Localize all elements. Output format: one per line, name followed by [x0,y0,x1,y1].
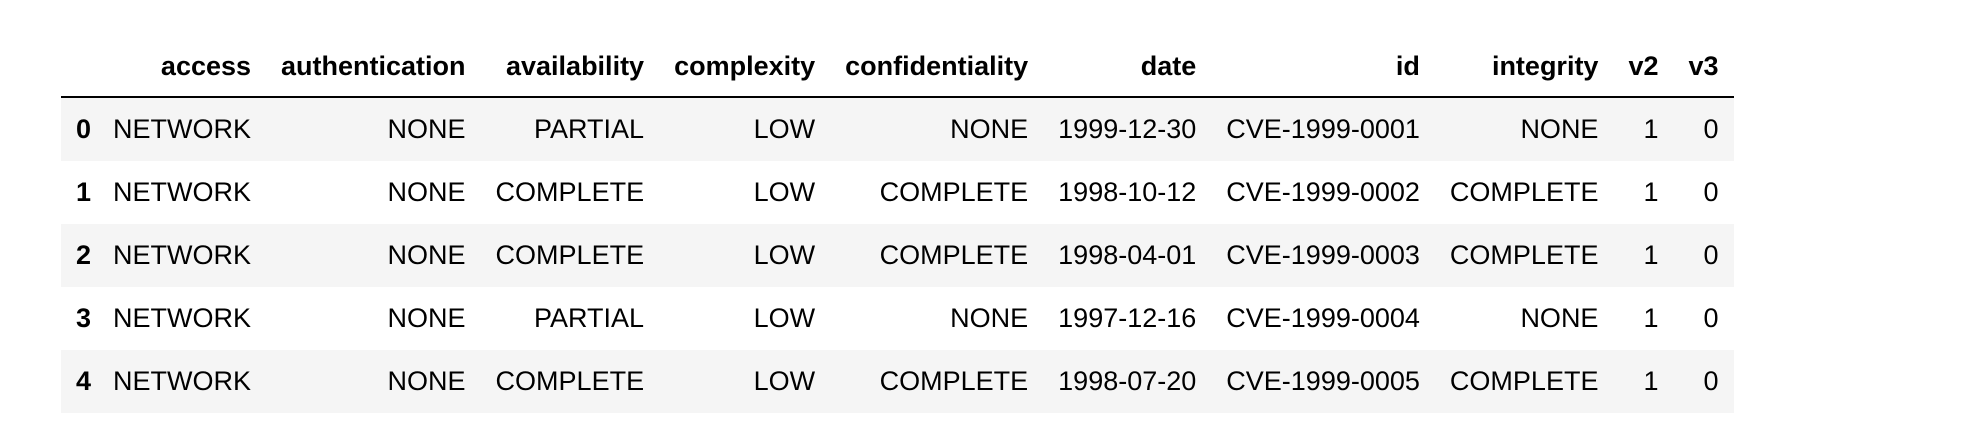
cell-access: NETWORK [113,366,252,396]
cell-v3: 0 [1703,240,1719,270]
header-date: date [1043,36,1212,98]
cell-v2: 1 [1643,366,1659,396]
cell-id: CVE-1999-0004 [1226,303,1420,333]
header-id: id [1211,36,1435,98]
cell-integrity: COMPLETE [1449,366,1599,396]
cell-confidentiality: COMPLETE [879,366,1029,396]
cell-v3: 0 [1703,177,1719,207]
table-row: 1 NETWORK NONE COMPLETE LOW COMPLETE 199… [61,161,1734,224]
table-row: 0 NETWORK NONE PARTIAL LOW NONE 1999-12-… [61,97,1734,161]
cell-date: 1999-12-30 [1058,114,1197,144]
cell-complexity: LOW [753,114,816,144]
cell-id: CVE-1999-0002 [1226,177,1420,207]
cell-authentication: NONE [387,240,466,270]
dataframe-table: access authentication availability compl… [61,36,1734,413]
cell-integrity: COMPLETE [1449,177,1599,207]
row-index: 1 [76,177,92,207]
table-row: 3 NETWORK NONE PARTIAL LOW NONE 1997-12-… [61,287,1734,350]
cell-id: CVE-1999-0005 [1226,366,1420,396]
row-index: 3 [76,303,92,333]
header-v2: v2 [1613,36,1674,98]
cell-id: CVE-1999-0003 [1226,240,1420,270]
header-complexity: complexity [659,36,831,98]
header-integrity: integrity [1434,36,1614,98]
cell-v3: 0 [1703,114,1719,144]
cell-availability: COMPLETE [495,240,645,270]
cell-access: NETWORK [113,177,252,207]
cell-availability: COMPLETE [495,366,645,396]
cell-authentication: NONE [387,114,466,144]
cell-v3: 0 [1703,303,1719,333]
cell-availability: COMPLETE [495,177,645,207]
header-v3: v3 [1673,36,1734,98]
cell-complexity: LOW [753,177,816,207]
row-index: 0 [76,114,92,144]
cell-authentication: NONE [387,177,466,207]
cell-complexity: LOW [753,366,816,396]
cell-v2: 1 [1643,303,1659,333]
cell-integrity: NONE [1520,303,1599,333]
cell-confidentiality: NONE [950,114,1029,144]
cell-authentication: NONE [387,303,466,333]
cell-access: NETWORK [113,240,252,270]
cell-date: 1997-12-16 [1058,303,1197,333]
cell-date: 1998-04-01 [1058,240,1197,270]
cell-v2: 1 [1643,240,1659,270]
cell-integrity: NONE [1520,114,1599,144]
cell-access: NETWORK [113,114,252,144]
cell-v3: 0 [1703,366,1719,396]
cell-complexity: LOW [753,303,816,333]
table-row: 4 NETWORK NONE COMPLETE LOW COMPLETE 199… [61,350,1734,413]
table-header: access authentication availability compl… [61,36,1734,98]
cell-access: NETWORK [113,303,252,333]
cell-confidentiality: COMPLETE [879,240,1029,270]
header-authentication: authentication [266,36,481,98]
header-access: access [99,36,267,98]
cell-id: CVE-1999-0001 [1226,114,1420,144]
cell-availability: PARTIAL [534,303,645,333]
cell-date: 1998-10-12 [1058,177,1197,207]
table-row: 2 NETWORK NONE COMPLETE LOW COMPLETE 199… [61,224,1734,287]
cell-authentication: NONE [387,366,466,396]
cell-confidentiality: COMPLETE [879,177,1029,207]
header-row: access authentication availability compl… [61,36,1734,98]
table-body: 0 NETWORK NONE PARTIAL LOW NONE 1999-12-… [61,97,1734,413]
cell-integrity: COMPLETE [1449,240,1599,270]
cell-v2: 1 [1643,114,1659,144]
cell-v2: 1 [1643,177,1659,207]
cell-availability: PARTIAL [534,114,645,144]
cell-complexity: LOW [753,240,816,270]
header-availability: availability [480,36,660,98]
dataframe-output: access authentication availability compl… [61,36,1734,413]
row-index: 2 [76,240,92,270]
cell-confidentiality: NONE [950,303,1029,333]
header-confidentiality: confidentiality [830,36,1044,98]
row-index: 4 [76,366,92,396]
header-index [61,36,100,98]
cell-date: 1998-07-20 [1058,366,1197,396]
